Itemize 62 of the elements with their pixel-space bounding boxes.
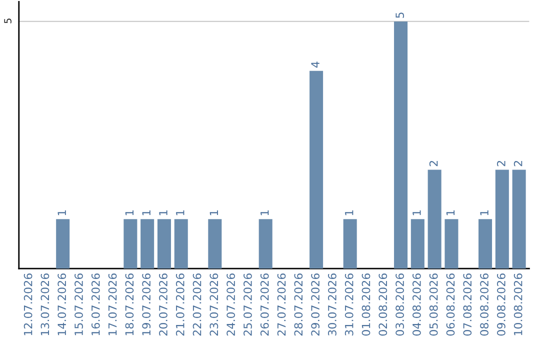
- data-label: 1: [446, 210, 455, 216]
- bar: [495, 170, 509, 269]
- x-tick-label: 30.07.2026: [328, 273, 336, 336]
- data-label: 1: [125, 210, 134, 216]
- x-tick-label: 14.07.2026: [58, 273, 66, 336]
- bar: [208, 219, 222, 269]
- data-label: 1: [345, 210, 354, 216]
- x-tick-label: 05.08.2026: [429, 273, 438, 336]
- x-tick-label: 18.07.2026: [125, 273, 134, 336]
- data-label: 5: [396, 12, 404, 18]
- data-label: 1: [412, 210, 421, 216]
- x-tick-label: 28.07.2026: [294, 273, 303, 336]
- x-tick-label: 08.08.2026: [480, 273, 488, 336]
- bar: [394, 21, 408, 269]
- data-label: 1: [159, 210, 168, 216]
- x-tick-label: 07.08.2026: [463, 273, 472, 336]
- x-tick-label: 10.08.2026: [514, 273, 522, 336]
- data-label: 2: [496, 161, 506, 166]
- bar: [258, 219, 272, 269]
- bar: [140, 219, 154, 269]
- x-tick-label: 22.07.2026: [192, 273, 202, 336]
- data-label: 1: [176, 210, 184, 216]
- x-tick-label: 23.07.2026: [210, 273, 218, 336]
- x-tick-label: 17.07.2026: [108, 273, 117, 336]
- bar: [444, 219, 458, 269]
- x-tick-label: 24.07.2026: [226, 273, 236, 336]
- x-tick-label: 31.07.2026: [344, 273, 354, 336]
- bar: [343, 219, 357, 269]
- bar: [56, 219, 70, 269]
- x-tick-label: 04.08.2026: [412, 273, 421, 336]
- x-tick-label: 01.08.2026: [362, 273, 370, 336]
- bar: [157, 219, 171, 269]
- bar: [428, 170, 442, 269]
- bar: [310, 70, 324, 269]
- x-tick-label: 12.07.2026: [24, 273, 32, 336]
- x-tick-label: 26.07.2026: [260, 273, 269, 336]
- data-label: 1: [480, 210, 488, 216]
- data-label: 1: [58, 210, 66, 216]
- x-tick-label: 15.07.2026: [74, 273, 83, 336]
- x-tick-label: 13.07.2026: [40, 273, 50, 336]
- bar: [512, 170, 526, 269]
- bar: [478, 219, 492, 269]
- x-tick-label: 03.08.2026: [396, 273, 404, 336]
- data-label: 1: [142, 210, 150, 216]
- x-tick-label: 20.07.2026: [159, 273, 168, 336]
- data-label: 1: [260, 210, 269, 216]
- x-tick-label: 29.07.2026: [311, 273, 320, 336]
- bar: [174, 219, 188, 269]
- data-label: 4: [311, 62, 320, 68]
- bar: [410, 219, 424, 269]
- x-tick-label: 02.08.2026: [378, 273, 388, 336]
- x-tick-label: 09.08.2026: [496, 273, 506, 336]
- x-tick-label: 19.07.2026: [142, 273, 151, 336]
- data-label: 1: [210, 210, 218, 216]
- x-tick-label: 16.07.2026: [91, 273, 100, 336]
- bar: [124, 219, 138, 269]
- data-label: 2: [514, 161, 522, 166]
- data-label: 2: [429, 161, 438, 166]
- x-tick-label: 27.07.2026: [277, 273, 286, 336]
- x-tick-label: 06.08.2026: [446, 273, 455, 336]
- x-tick-label: 25.07.2026: [244, 273, 252, 336]
- x-tick-label: 21.07.2026: [176, 273, 184, 336]
